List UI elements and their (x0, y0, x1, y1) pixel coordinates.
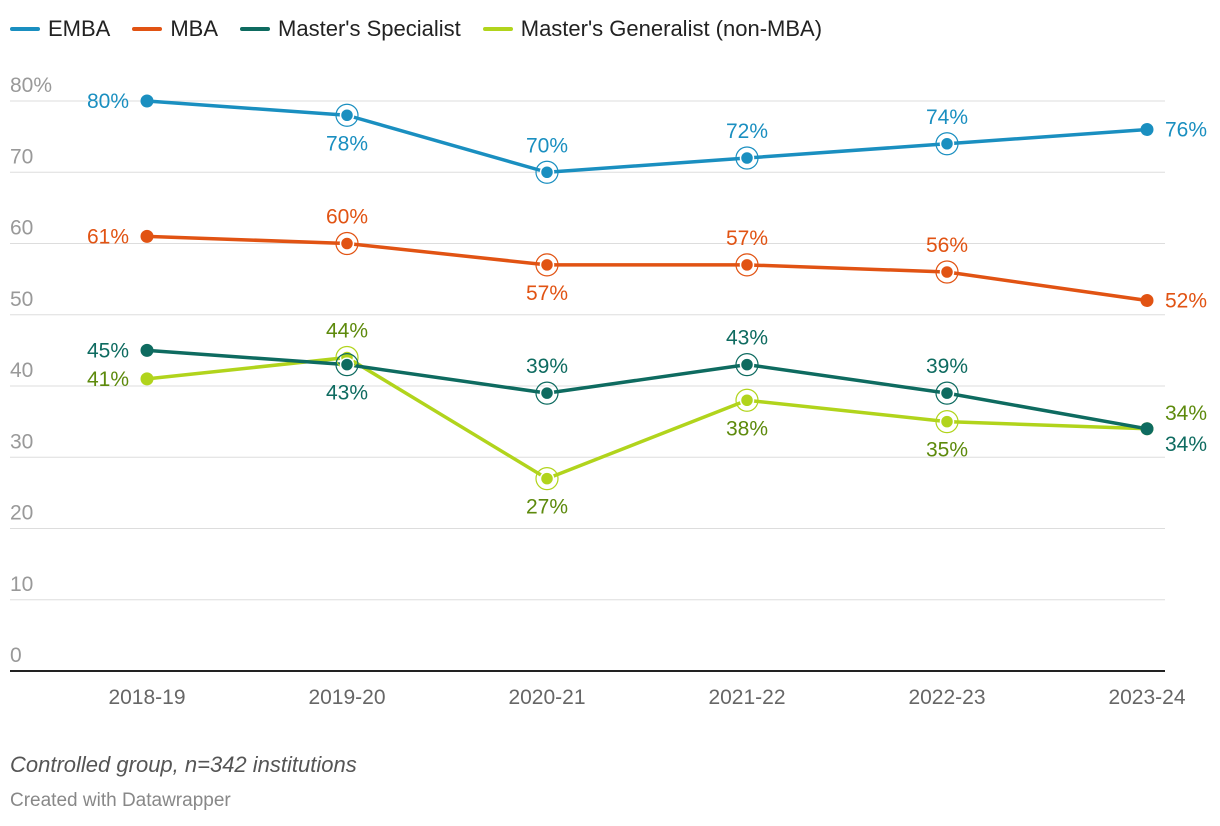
legend-item-masters-generalist: Master's Generalist (non-MBA) (482, 16, 823, 42)
data-label-emba: 78% (326, 132, 368, 155)
data-label-masters-generalist: 34% (1165, 402, 1207, 425)
data-point-ring-emba (535, 160, 559, 184)
data-label-masters-generalist: 41% (87, 368, 129, 391)
data-label-emba: 74% (926, 106, 968, 129)
data-label-mba: 56% (926, 234, 968, 257)
data-label-masters-specialist: 45% (87, 339, 129, 362)
data-point-masters-specialist (1140, 422, 1154, 436)
data-point-masters-generalist (939, 414, 955, 429)
data-point-mba (739, 257, 755, 273)
data-label-masters-specialist: 39% (926, 355, 968, 378)
legend-label-mba: MBA (170, 16, 219, 41)
data-point-mba (939, 264, 955, 280)
legend-item-emba: EMBA (10, 16, 110, 42)
legend-label-masters-specialist: Master's Specialist (278, 16, 461, 41)
legend-swatch-mba (132, 27, 163, 31)
y-tick-label: 10 (10, 573, 33, 596)
data-point-ring-masters-specialist (535, 381, 559, 405)
data-point-emba (339, 108, 355, 123)
legend-label-masters-generalist: Master's Generalist (non-MBA) (520, 16, 823, 41)
series-line-masters-generalist (145, 355, 1149, 481)
data-point-masters-specialist (539, 385, 555, 401)
data-label-masters-specialist: 43% (326, 382, 368, 405)
data-label-mba: 57% (726, 227, 768, 250)
data-label-emba: 70% (526, 134, 568, 157)
chart-note: Controlled group, n=342 institutions (10, 752, 357, 777)
y-tick-label: 70 (10, 145, 33, 168)
chart-credit: Created with Datawrapper (10, 790, 231, 811)
data-point-ring-masters-specialist (735, 353, 759, 377)
legend-item-masters-specialist: Master's Specialist (240, 16, 461, 42)
x-tick-label: 2019-20 (308, 686, 385, 709)
y-tick-label: 40 (10, 359, 33, 382)
series-line-emba (145, 99, 1149, 174)
data-label-masters-specialist: 43% (726, 327, 768, 350)
data-point-ring-mba (535, 253, 559, 277)
legend-item-mba: MBA (132, 16, 218, 42)
y-tick-label: 80% (10, 74, 52, 97)
x-tick-label: 2021-22 (708, 686, 785, 709)
data-point-emba (939, 136, 955, 151)
x-tick-label: 2023-24 (1108, 686, 1185, 709)
legend-label-emba: EMBA (48, 16, 111, 41)
data-point-ring-masters-generalist (735, 388, 759, 412)
data-point-ring-masters-specialist (335, 353, 359, 377)
data-point-ring-mba (935, 260, 959, 284)
data-point-emba (739, 150, 755, 166)
x-tick-label: 2018-19 (108, 686, 185, 709)
data-label-emba: 80% (87, 90, 129, 113)
data-point-ring-emba (735, 146, 759, 170)
data-label-mba: 60% (326, 206, 368, 229)
data-point-mba (140, 229, 154, 243)
y-tick-label: 60 (10, 217, 33, 240)
data-label-masters-generalist: 44% (326, 320, 368, 343)
x-tick-label: 2022-23 (908, 686, 985, 709)
data-point-ring-mba (735, 253, 759, 277)
data-label-mba: 57% (526, 282, 568, 305)
legend: EMBA MBA Master's Specialist Master's Ge… (10, 14, 844, 44)
data-point-mba (1140, 294, 1154, 307)
y-tick-label: 30 (10, 430, 33, 453)
data-label-mba: 52% (1165, 290, 1207, 313)
data-point-emba (1140, 123, 1154, 136)
data-point-emba (140, 94, 154, 108)
data-point-ring-mba (335, 231, 359, 256)
y-tick-label: 0 (10, 644, 22, 667)
x-tick-label: 2020-21 (508, 686, 585, 709)
data-point-ring-masters-specialist (935, 381, 959, 405)
data-label-emba: 72% (726, 120, 768, 143)
legend-swatch-masters-specialist (240, 27, 271, 31)
data-label-masters-generalist: 27% (526, 496, 568, 519)
y-tick-label: 50 (10, 288, 33, 311)
data-point-mba (539, 257, 555, 273)
data-point-mba (339, 236, 355, 251)
data-label-masters-specialist: 39% (526, 355, 568, 378)
data-label-masters-specialist: 34% (1165, 433, 1207, 456)
data-point-emba (539, 165, 555, 180)
data-point-masters-generalist (539, 471, 555, 486)
series-line-mba (145, 234, 1149, 303)
data-point-ring-masters-generalist (935, 410, 959, 434)
data-label-masters-generalist: 35% (926, 439, 968, 462)
data-label-mba: 61% (87, 225, 129, 248)
data-point-masters-specialist (140, 343, 154, 357)
data-point-masters-specialist (939, 385, 955, 401)
data-label-emba: 76% (1165, 119, 1207, 142)
data-point-ring-emba (935, 132, 959, 156)
legend-swatch-masters-generalist (482, 27, 513, 31)
series-line-masters-specialist (145, 348, 1149, 431)
data-point-masters-specialist (739, 357, 755, 372)
y-tick-label: 20 (10, 502, 33, 525)
data-point-masters-generalist (739, 393, 755, 408)
legend-swatch-emba (10, 27, 40, 31)
data-point-ring-emba (335, 103, 359, 127)
line-chart: 0 10 20 30 40 50 60 70 80% 2018-19 2019-20 2020-21 2… (10, 74, 1207, 709)
data-point-masters-generalist (140, 372, 154, 386)
data-point-ring-masters-generalist (535, 467, 559, 491)
data-point-masters-specialist (339, 357, 355, 372)
data-label-masters-generalist: 38% (726, 417, 768, 440)
